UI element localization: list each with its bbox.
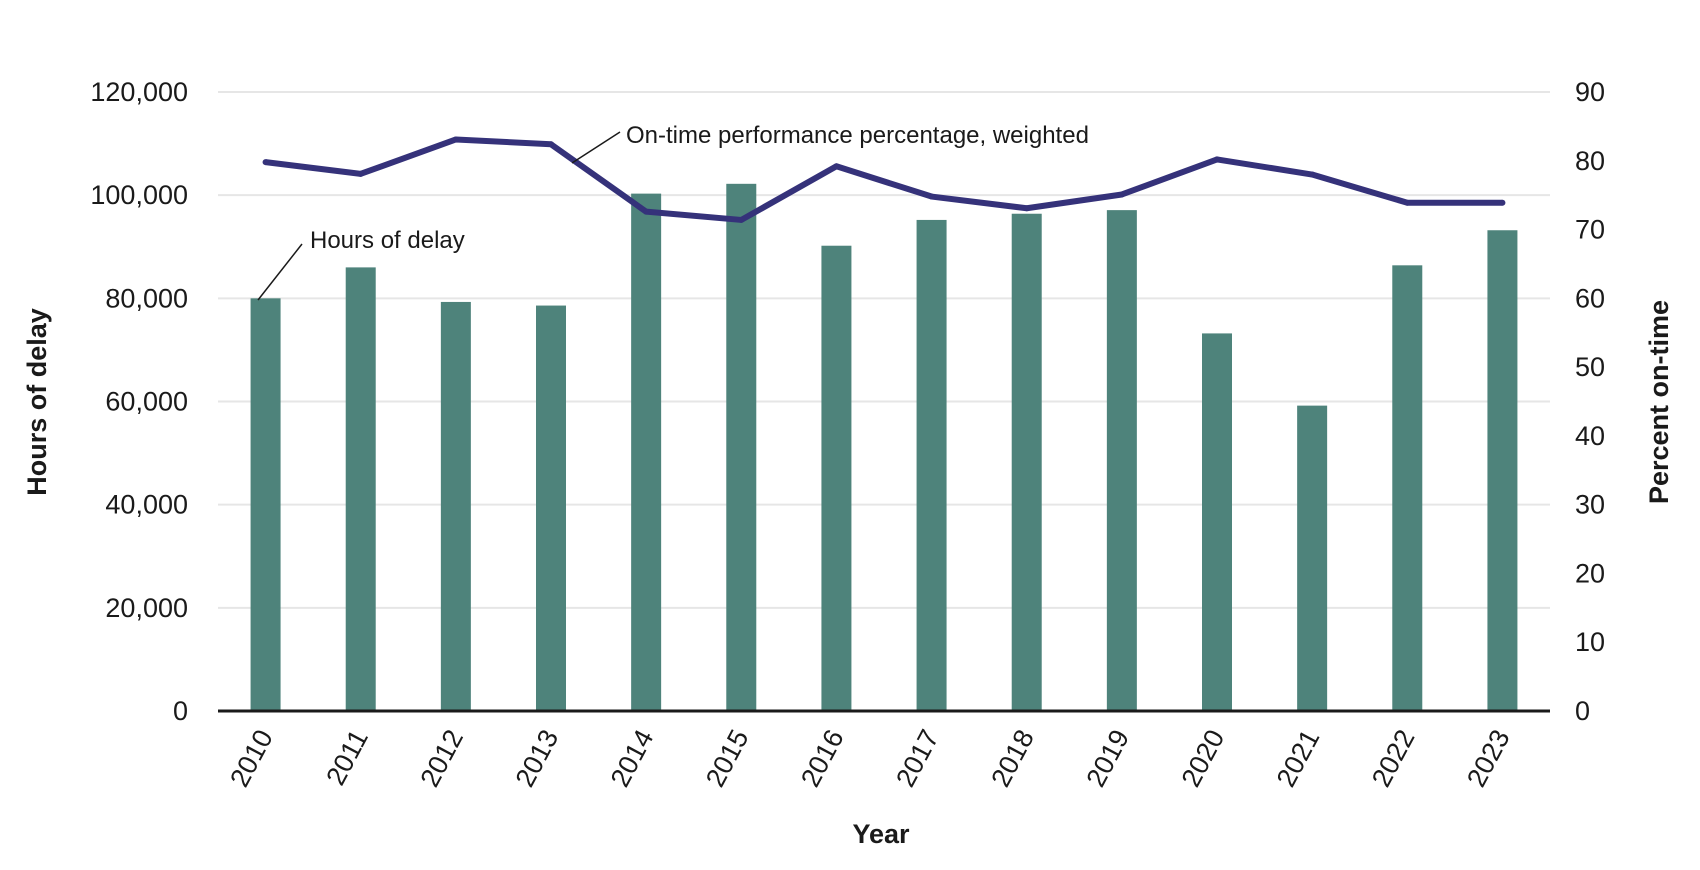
y-tick-label: 0 [173, 696, 188, 726]
line-point-2021 [1309, 171, 1316, 178]
y-tick-label: 120,000 [90, 77, 188, 107]
bar-2019 [1106, 210, 1137, 711]
bar-2020 [1202, 333, 1232, 711]
bar-2013 [536, 305, 566, 711]
x-tick-label: 2016 [795, 725, 850, 792]
line-point-2017 [928, 193, 935, 200]
left-axis-title: Hours of delay [22, 308, 52, 496]
x-tick-label: 2023 [1461, 725, 1516, 792]
line-point-2013 [548, 141, 554, 148]
line-point-2022 [1404, 199, 1411, 206]
y-tick-label: 80,000 [105, 283, 188, 313]
bar-2012 [440, 301, 471, 711]
y2-tick-label: 80 [1575, 146, 1605, 176]
y2-tick-label: 50 [1575, 352, 1605, 382]
y-tick-label: 20,000 [105, 593, 188, 623]
line-point-2019 [1118, 191, 1125, 198]
bar-2021 [1297, 405, 1328, 711]
line-point-2012 [452, 136, 459, 143]
bar-2022 [1392, 265, 1423, 711]
bar-2018 [1011, 213, 1042, 711]
line-point-2014 [643, 208, 650, 215]
line-point-2020 [1214, 156, 1220, 163]
bar-2010 [250, 298, 281, 711]
line-series-on-time [262, 136, 1506, 223]
y2-tick-label: 40 [1575, 421, 1605, 451]
line-point-2015 [738, 216, 745, 223]
y2-tick-label: 0 [1575, 696, 1590, 726]
bar-2015 [726, 183, 757, 711]
bar-2023 [1487, 230, 1518, 711]
y2-tick-label: 90 [1575, 77, 1605, 107]
y2-tick-label: 30 [1575, 490, 1605, 520]
x-tick-label: 2013 [510, 725, 565, 792]
x-tick-label: 2010 [224, 725, 279, 792]
annotation-leader-on-time [571, 131, 621, 164]
on-time-line [265, 136, 1503, 223]
x-tick-label: 2015 [700, 725, 755, 792]
y-tick-label: 60,000 [105, 387, 188, 417]
x-tick-label: 2020 [1176, 725, 1231, 792]
x-axis-title: Year [852, 819, 910, 849]
y-tick-label: 40,000 [105, 490, 188, 520]
annotation-leader-hours [257, 243, 303, 301]
annotation-on-time-performance: On-time performance percentage, weighted [626, 122, 1089, 149]
x-axis-ticks: 2010 2011 2012 2013 2014 2015 2016 2017 2018 2019… [224, 725, 1516, 792]
x-tick-label: 2022 [1366, 725, 1421, 792]
y2-tick-label: 70 [1575, 215, 1605, 245]
annotation-hours-of-delay: Hours of delay [310, 227, 465, 254]
line-point-2010 [262, 159, 269, 166]
y2-tick-label: 20 [1575, 558, 1605, 588]
x-tick-label: 2019 [1080, 725, 1135, 792]
bar-2017 [916, 219, 947, 711]
x-tick-label: 2018 [985, 725, 1040, 792]
line-point-2023 [1499, 199, 1506, 206]
line-point-2011 [357, 170, 364, 177]
x-tick-label: 2011 [320, 725, 374, 790]
line-point-2018 [1023, 205, 1030, 212]
right-axis-ticks: 0 10 20 30 40 50 60 70 80 90 [1575, 77, 1605, 726]
y2-tick-label: 60 [1575, 283, 1605, 313]
x-tick-label: 2014 [605, 725, 660, 792]
y2-tick-label: 10 [1575, 627, 1605, 657]
x-tick-label: 2021 [1271, 725, 1326, 792]
y-tick-label: 100,000 [90, 180, 188, 210]
bar-2014 [631, 193, 662, 712]
bar-2016 [821, 245, 852, 712]
x-tick-label: 2012 [414, 725, 469, 792]
bar-series-hours-of-delay [250, 183, 1518, 712]
bar-2011 [345, 267, 376, 711]
right-axis-title: Percent on-time [1644, 300, 1674, 504]
gridlines [218, 91, 1550, 609]
x-tick-label: 2017 [890, 725, 945, 792]
line-point-2016 [833, 163, 840, 170]
left-axis-ticks: 0 20,000 40,000 60,000 80,000 100,000 120,000 [90, 77, 188, 726]
